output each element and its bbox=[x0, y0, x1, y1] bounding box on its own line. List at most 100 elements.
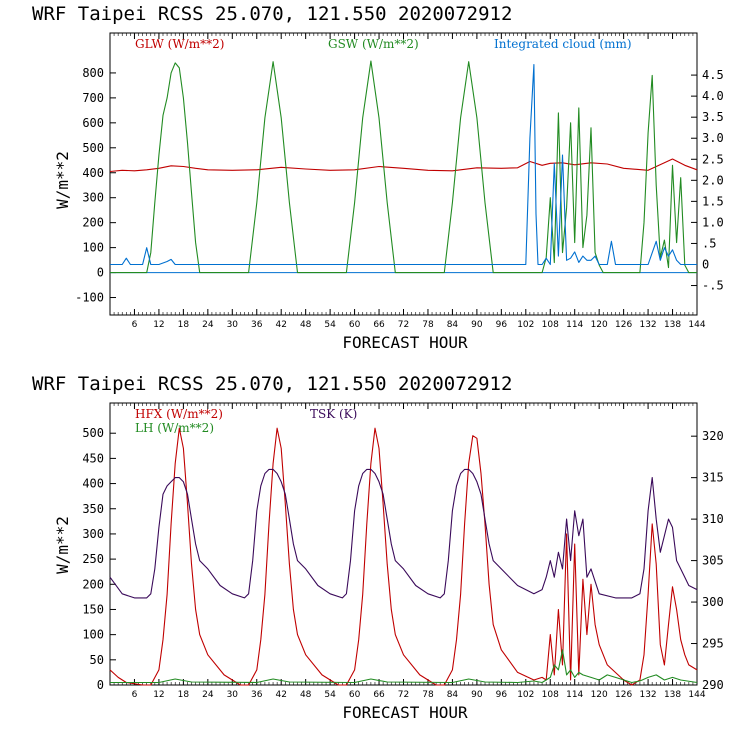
x-tick-label: 96 bbox=[496, 320, 508, 330]
x-tick-label: 78 bbox=[422, 690, 434, 700]
series-line-integrated bbox=[110, 64, 697, 266]
x-tick-label: 120 bbox=[591, 320, 608, 330]
legend-hfx: HFX (W/m**2) bbox=[135, 407, 223, 421]
x-tick-label: 48 bbox=[300, 690, 312, 700]
y-axis-label: W/m**2 bbox=[53, 516, 72, 574]
series-line-glw bbox=[109, 158, 698, 173]
x-tick-label: 72 bbox=[398, 320, 409, 330]
x-tick-label: 30 bbox=[227, 690, 239, 700]
x-tick-label: 54 bbox=[324, 320, 336, 330]
y-tick-label: 100 bbox=[82, 241, 104, 255]
y-tick-label: 200 bbox=[82, 577, 104, 591]
x-tick-label: 42 bbox=[275, 320, 286, 330]
x-tick-label: 144 bbox=[688, 320, 705, 330]
legend-glw: GLW (W/m**2) bbox=[135, 37, 224, 51]
x-tick-label: 126 bbox=[615, 320, 632, 330]
y-tick-label: 0 bbox=[97, 678, 104, 692]
series-group bbox=[109, 427, 698, 686]
y2-tick-label: 300 bbox=[702, 595, 724, 609]
y-tick-label: 50 bbox=[90, 653, 104, 667]
x-tick-label: 36 bbox=[251, 320, 263, 330]
x-tick-label: 126 bbox=[615, 690, 632, 700]
chart-panel-2: WRF Taipei RCSS 25.070, 121.550 20200729… bbox=[32, 373, 724, 722]
series-group bbox=[109, 60, 698, 274]
x-tick-label: 66 bbox=[373, 320, 385, 330]
y2-tick-label: 295 bbox=[702, 637, 724, 651]
y2-tick-label: 2.0 bbox=[702, 173, 724, 187]
x-tick-label: 138 bbox=[664, 690, 681, 700]
y2-tick-label: 320 bbox=[702, 429, 724, 443]
x-tick-label: 66 bbox=[373, 690, 385, 700]
x-tick-label: 84 bbox=[447, 690, 459, 700]
y2-tick-label: -.5 bbox=[702, 279, 724, 293]
series-line-tsk bbox=[109, 468, 698, 599]
y2-tick-label: 315 bbox=[702, 471, 724, 485]
y2-tick-label: 290 bbox=[702, 678, 724, 692]
y-tick-label: 500 bbox=[82, 141, 104, 155]
y2-tick-label: 3.0 bbox=[702, 131, 724, 145]
y2-tick-label: 4.0 bbox=[702, 89, 724, 103]
y-tick-label: 450 bbox=[82, 451, 104, 465]
x-tick-label: 84 bbox=[447, 320, 459, 330]
series-line-lh bbox=[110, 649, 698, 684]
x-tick-label: 12 bbox=[153, 320, 164, 330]
y-tick-label: 400 bbox=[82, 166, 104, 180]
y2-tick-label: 1.5 bbox=[702, 194, 724, 208]
y2-tick-label: 2.5 bbox=[702, 152, 724, 166]
series-line-gsw bbox=[110, 60, 697, 274]
y-tick-label: 100 bbox=[82, 628, 104, 642]
chart-title: WRF Taipei RCSS 25.070, 121.550 20200729… bbox=[32, 3, 512, 25]
x-tick-label: 6 bbox=[132, 320, 138, 330]
x-tick-label: 42 bbox=[275, 690, 286, 700]
x-tick-label: 90 bbox=[471, 690, 483, 700]
x-tick-label: 24 bbox=[202, 690, 214, 700]
x-tick-label: 90 bbox=[471, 320, 483, 330]
x-tick-label: 108 bbox=[542, 320, 559, 330]
series-line-hfx bbox=[109, 427, 698, 686]
x-tick-label: 30 bbox=[227, 320, 239, 330]
x-tick-label: 132 bbox=[639, 320, 656, 330]
y2-tick-label: 1.0 bbox=[702, 215, 724, 229]
y-tick-label: 800 bbox=[82, 66, 104, 80]
y-tick-label: 500 bbox=[82, 426, 104, 440]
x-tick-label: 18 bbox=[178, 320, 190, 330]
y-tick-label: -100 bbox=[75, 291, 104, 305]
x-axis-label: FORECAST HOUR bbox=[342, 333, 468, 352]
x-tick-label: 72 bbox=[398, 690, 409, 700]
x-tick-label: 144 bbox=[688, 690, 705, 700]
legend-lh: LH (W/m**2) bbox=[135, 421, 214, 435]
legend-gsw: GSW (W/m**2) bbox=[328, 37, 419, 51]
x-tick-label: 108 bbox=[542, 690, 559, 700]
y-tick-label: 150 bbox=[82, 602, 104, 616]
x-axis-label: FORECAST HOUR bbox=[342, 703, 468, 722]
y2-tick-label: 310 bbox=[702, 512, 724, 526]
x-tick-label: 114 bbox=[566, 320, 583, 330]
chart-panel-1: WRF Taipei RCSS 25.070, 121.550 20200729… bbox=[32, 3, 724, 352]
y-axis-label: W/m**2 bbox=[53, 151, 72, 209]
x-tick-label: 36 bbox=[251, 690, 263, 700]
y-tick-label: 600 bbox=[82, 116, 104, 130]
x-tick-label: 24 bbox=[202, 320, 214, 330]
x-tick-label: 54 bbox=[324, 690, 336, 700]
y2-tick-label: 0 bbox=[702, 257, 709, 271]
x-tick-label: 18 bbox=[178, 690, 190, 700]
x-tick-label: 102 bbox=[517, 320, 534, 330]
y-tick-label: 0 bbox=[97, 266, 104, 280]
y2-tick-label: 3.5 bbox=[702, 110, 724, 124]
y-tick-label: 700 bbox=[82, 91, 104, 105]
x-tick-label: 138 bbox=[664, 320, 681, 330]
legend-tsk: TSK (K) bbox=[310, 407, 357, 421]
x-tick-label: 48 bbox=[300, 320, 312, 330]
x-tick-label: 60 bbox=[349, 320, 361, 330]
x-tick-label: 132 bbox=[639, 690, 656, 700]
y-tick-label: 300 bbox=[82, 527, 104, 541]
x-tick-label: 12 bbox=[153, 690, 164, 700]
y-tick-label: 300 bbox=[82, 191, 104, 205]
legend-cloud: Integrated cloud (mm) bbox=[494, 37, 632, 51]
plot-frame bbox=[109, 402, 698, 686]
axes: 0 50 100 150 200 250 300 350 400 450 500 290 295 300 3… bbox=[82, 403, 724, 700]
chart-title: WRF Taipei RCSS 25.070, 121.550 20200729… bbox=[32, 373, 512, 395]
y2-tick-label: 4.5 bbox=[702, 68, 724, 82]
x-tick-label: 120 bbox=[591, 690, 608, 700]
